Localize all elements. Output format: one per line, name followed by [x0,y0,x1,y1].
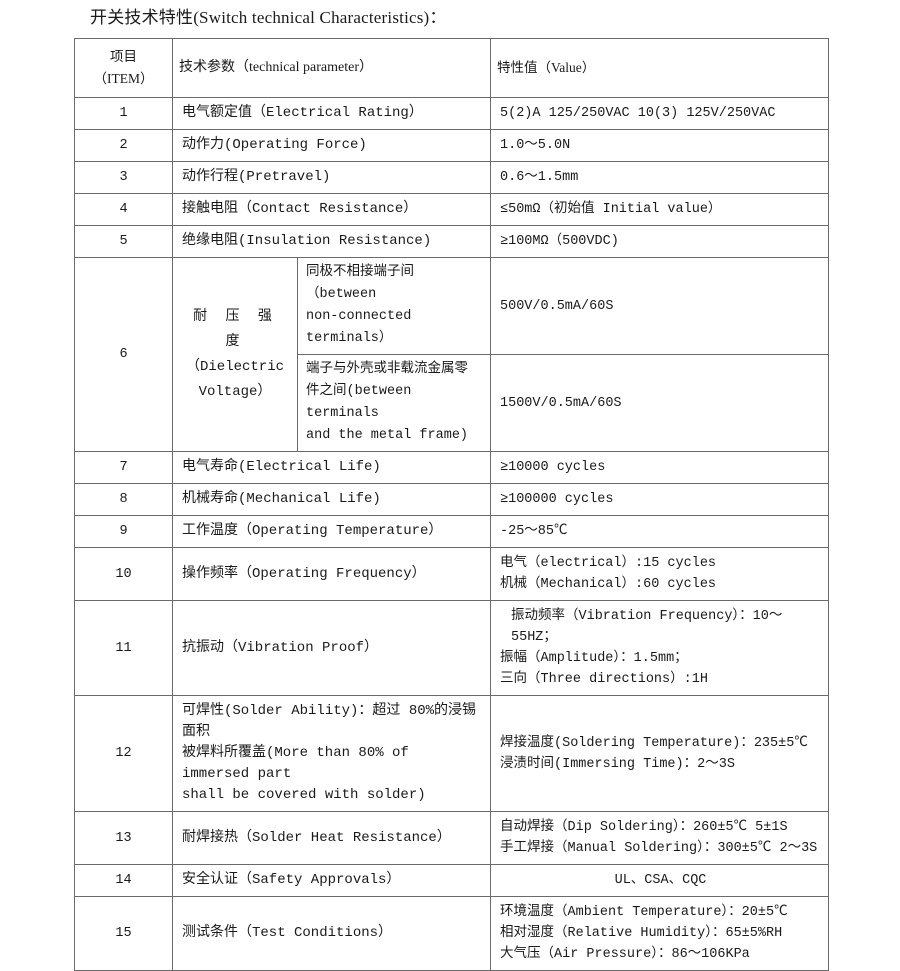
sub-label-line3: and the metal frame) [306,428,469,443]
value-line1: 电气（electrical）:15 cycles [500,556,717,571]
row-parameter: 绝缘电阻(Insulation Resistance) [172,225,491,258]
dielectric-line2: （Dielectric [185,358,284,375]
table-row: 11 抗振动（Vibration Proof） 振动频率（Vibration F… [74,600,829,696]
header-parameter-label: 技术参数（technical parameter） [179,60,373,75]
row-parameter: 动作行程(Pretravel) [172,161,491,194]
parameter-line3: shall be covered with solder) [182,787,426,803]
table-row: 10 操作频率（Operating Frequency） 电气（electric… [74,547,829,601]
row-parameter: 操作频率（Operating Frequency） [172,547,491,601]
table-row: 15 测试条件（Test Conditions） 环境温度（Ambient Te… [74,896,829,971]
header-cell-value: 特性值（Value） [490,38,829,98]
table-row: 端子与外壳或非载流金属零 件之间(between terminals and t… [75,354,829,452]
value-line2: 机械（Mechanical）:60 cycles [500,577,717,592]
table-row: 1 电气额定值（Electrical Rating） 5(2)A 125/250… [74,97,829,130]
page-title: 开关技术特性(Switch technical Characteristics)… [90,8,447,27]
header-cell-parameter: 技术参数（technical parameter） [172,38,491,98]
parameter-line2: 被焊料所覆盖(More than 80% of immersed part [182,745,409,782]
value-line1: 振动频率（Vibration Frequency）：10～55HZ； [511,609,783,645]
row-value: -25～85℃ [490,515,829,548]
table-row: 5 绝缘电阻(Insulation Resistance) ≥100MΩ（500… [74,225,829,258]
row-parameter: 工作温度（Operating Temperature） [172,515,491,548]
row-parameter: 机械寿命(Mechanical Life) [172,483,491,516]
row-item-number: 15 [74,896,173,971]
sub-label-line2: 件之间(between terminals [306,384,412,421]
header-item-line2: （ITEM） [93,71,154,86]
row-value: ≥100MΩ（500VDC) [490,225,829,258]
row-value: 5(2)A 125/250VAC 10(3) 125V/250VAC [490,97,829,130]
row-item-number: 1 [74,97,173,130]
row-item-number: 14 [74,864,173,897]
row-parameter: 可焊性(Solder Ability)：超过 80%的浸锡面积 被焊料所覆盖(M… [172,695,491,812]
row-parameter: 动作力(Operating Force) [172,129,491,162]
row-value: 1500V/0.5mA/60S [490,354,829,452]
row-sub-label: 同极不相接端子间（between non-connected terminals… [297,257,491,355]
row-item-number: 6 [74,257,173,452]
header-cell-item: 项目 （ITEM） [74,38,173,98]
table-row: 7 电气寿命(Electrical Life) ≥10000 cycles [74,451,829,484]
row-item-number: 3 [74,161,173,194]
table-row: 14 安全认证（Safety Approvals） UL、CSA、CQC [74,864,829,897]
header-value-label: 特性值（Value） [497,60,596,75]
row-item-number: 7 [74,451,173,484]
header-item-line1: 项目 [110,49,137,64]
row-item-number: 5 [74,225,173,258]
row-value: 500V/0.5mA/60S [490,257,829,355]
row-value: 自动焊接（Dip Soldering）：260±5℃ 5±1S 手工焊接（Man… [490,811,829,865]
value-line1: 环境温度（Ambient Temperature）：20±5℃ [500,905,788,920]
sub-label-line2: non-connected terminals） [306,309,412,346]
parameter-line1: 可焊性(Solder Ability)：超过 80%的浸锡面积 [182,703,477,740]
table-row: 8 机械寿命(Mechanical Life) ≥100000 cycles [74,483,829,516]
row-parameter: 抗振动（Vibration Proof） [172,600,491,696]
row-parameter: 测试条件（Test Conditions） [172,896,491,971]
row-parameter: 安全认证（Safety Approvals） [172,864,491,897]
row-value: 焊接温度(Soldering Temperature)：235±5℃ 浸渍时间(… [490,695,829,812]
row-parameter: 耐焊接热（Solder Heat Resistance） [172,811,491,865]
row-value: 0.6～1.5mm [490,161,829,194]
row-item-number: 4 [74,193,173,226]
row-parameter: 电气额定值（Electrical Rating） [172,97,491,130]
value-line2: 手工焊接（Manual Soldering）：300±5℃ 2～3S [500,841,818,856]
row-parameter: 接触电阻（Contact Resistance） [172,193,491,226]
row-sub-label: 端子与外壳或非载流金属零 件之间(between terminals and t… [297,354,491,452]
switch-characteristics-table: 项目 （ITEM） 技术参数（technical parameter） 特性值（… [74,38,829,971]
row-value: 环境温度（Ambient Temperature）：20±5℃ 相对湿度（Rel… [490,896,829,971]
row-value: ≥10000 cycles [490,451,829,484]
table-header-row: 项目 （ITEM） 技术参数（technical parameter） 特性值（… [74,38,829,98]
row-item-number: 13 [74,811,173,865]
table-row: 4 接触电阻（Contact Resistance） ≤50mΩ（初始值 Ini… [74,193,829,226]
value-line2: 浸渍时间(Immersing Time)：2～3S [500,756,735,772]
row-item-number: 8 [74,483,173,516]
row-value: 电气（electrical）:15 cycles 机械（Mechanical）:… [490,547,829,601]
sub-label-line1: 同极不相接端子间（between [306,265,414,302]
value-line2: 振幅（Amplitude）：1.5mm； [500,651,688,666]
row-value: UL、CSA、CQC [490,864,829,897]
sub-label-line1: 端子与外壳或非载流金属零 [306,362,468,377]
table-row: 2 动作力(Operating Force) 1.0～5.0N [74,129,829,162]
table-row: 6 耐 压 强 度 （Dielectric Voltage） 同极不相接端子间（… [74,257,829,452]
row-item-number: 12 [74,695,173,812]
table-row: 3 动作行程(Pretravel) 0.6～1.5mm [74,161,829,194]
row-value: 振动频率（Vibration Frequency）：10～55HZ； 振幅（Am… [490,600,829,696]
row-value: ≤50mΩ（初始值 Initial value） [490,193,829,226]
dielectric-line1: 耐 压 强 度 [193,308,277,350]
value-line3: 大气压（Air Pressure）：86～106KPa [500,947,750,962]
row-item-number: 9 [74,515,173,548]
value-line1: 自动焊接（Dip Soldering）：260±5℃ 5±1S [500,820,788,835]
value-line2: 相对湿度（Relative Humidity）：65±5%RH [500,926,783,941]
row-parameter: 耐 压 强 度 （Dielectric Voltage） [172,257,298,452]
table-row: 13 耐焊接热（Solder Heat Resistance） 自动焊接（Dip… [74,811,829,865]
value-line1: 焊接温度(Soldering Temperature)：235±5℃ [500,735,808,751]
table-row: 12 可焊性(Solder Ability)：超过 80%的浸锡面积 被焊料所覆… [74,695,829,812]
row-item-number: 11 [74,600,173,696]
row-parameter: 电气寿命(Electrical Life) [172,451,491,484]
row-item-number: 2 [74,129,173,162]
row-value: 1.0～5.0N [490,129,829,162]
table-row: 9 工作温度（Operating Temperature） -25～85℃ [74,515,829,548]
document-page: 开关技术特性(Switch technical Characteristics)… [74,8,829,971]
row-item-number: 10 [74,547,173,601]
value-line3: 三向（Three directions）:1H [500,672,708,687]
row-value: ≥100000 cycles [490,483,829,516]
dielectric-line3: Voltage） [198,383,272,400]
